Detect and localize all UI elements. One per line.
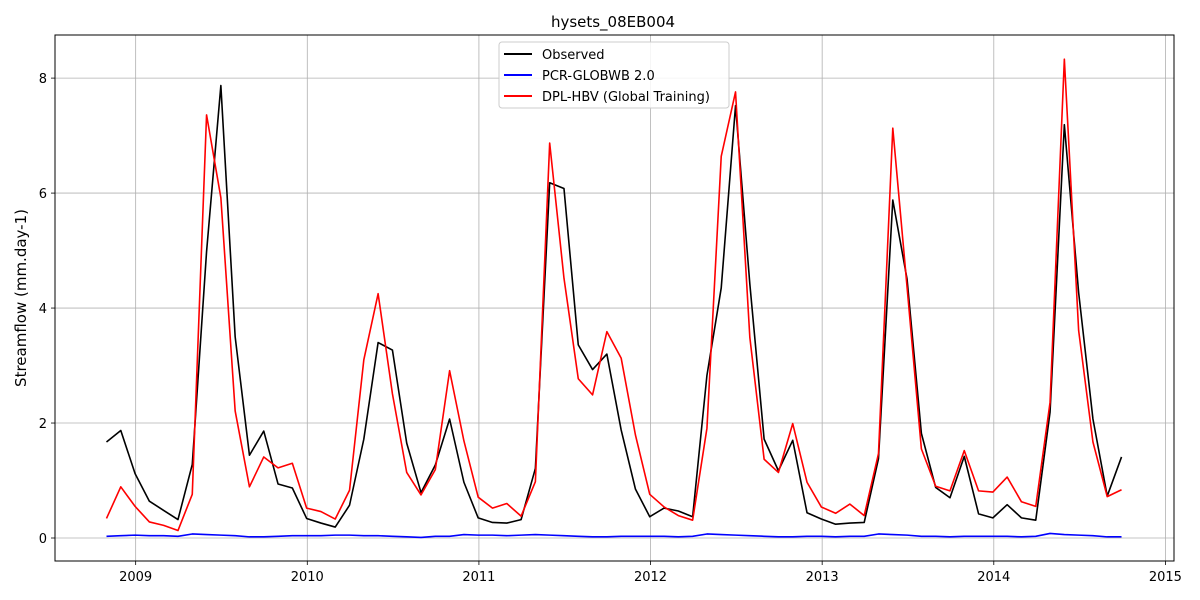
x-tick-label: 2014: [977, 570, 1010, 585]
plot-frame: [54, 34, 1175, 562]
y-tick-label: 4: [39, 302, 47, 317]
x-tick-label: 2009: [119, 570, 152, 585]
x-tick-label: 2010: [291, 570, 324, 585]
series-layer: [105, 58, 1123, 539]
x-tick-label: 2011: [462, 570, 495, 585]
series-line-observed: [105, 84, 1123, 528]
x-tick-label: 2015: [1149, 570, 1182, 585]
legend-label: DPL-HBV (Global Training): [542, 90, 710, 105]
x-tick-label: 2013: [806, 570, 839, 585]
series-line-pcr-globwb-2-0: [106, 532, 1122, 539]
legend-box: [498, 41, 730, 109]
chart-title: hysets_08EB004: [551, 13, 675, 32]
legend-label: Observed: [542, 48, 605, 63]
y-axis-label: Streamflow (mm.day-1): [12, 209, 30, 387]
y-tick-label: 2: [39, 417, 47, 432]
y-tick-label: 0: [39, 532, 47, 547]
y-tick-label: 8: [39, 72, 47, 87]
y-tick-label: 6: [39, 187, 47, 202]
x-tick-label: 2012: [634, 570, 667, 585]
y-axis: 0 2 4 6 8: [39, 72, 55, 547]
series-line-dpl-hbv-global-training: [105, 58, 1122, 532]
x-axis: 2009 2010 2011 2012 2013 2014 2015: [119, 561, 1182, 585]
legend: Observed PCR-GLOBWB 2.0 DPL-HBV (Global Tr…: [498, 41, 730, 109]
legend-label: PCR-GLOBWB 2.0: [542, 69, 655, 84]
grid-lines: [55, 35, 1174, 561]
